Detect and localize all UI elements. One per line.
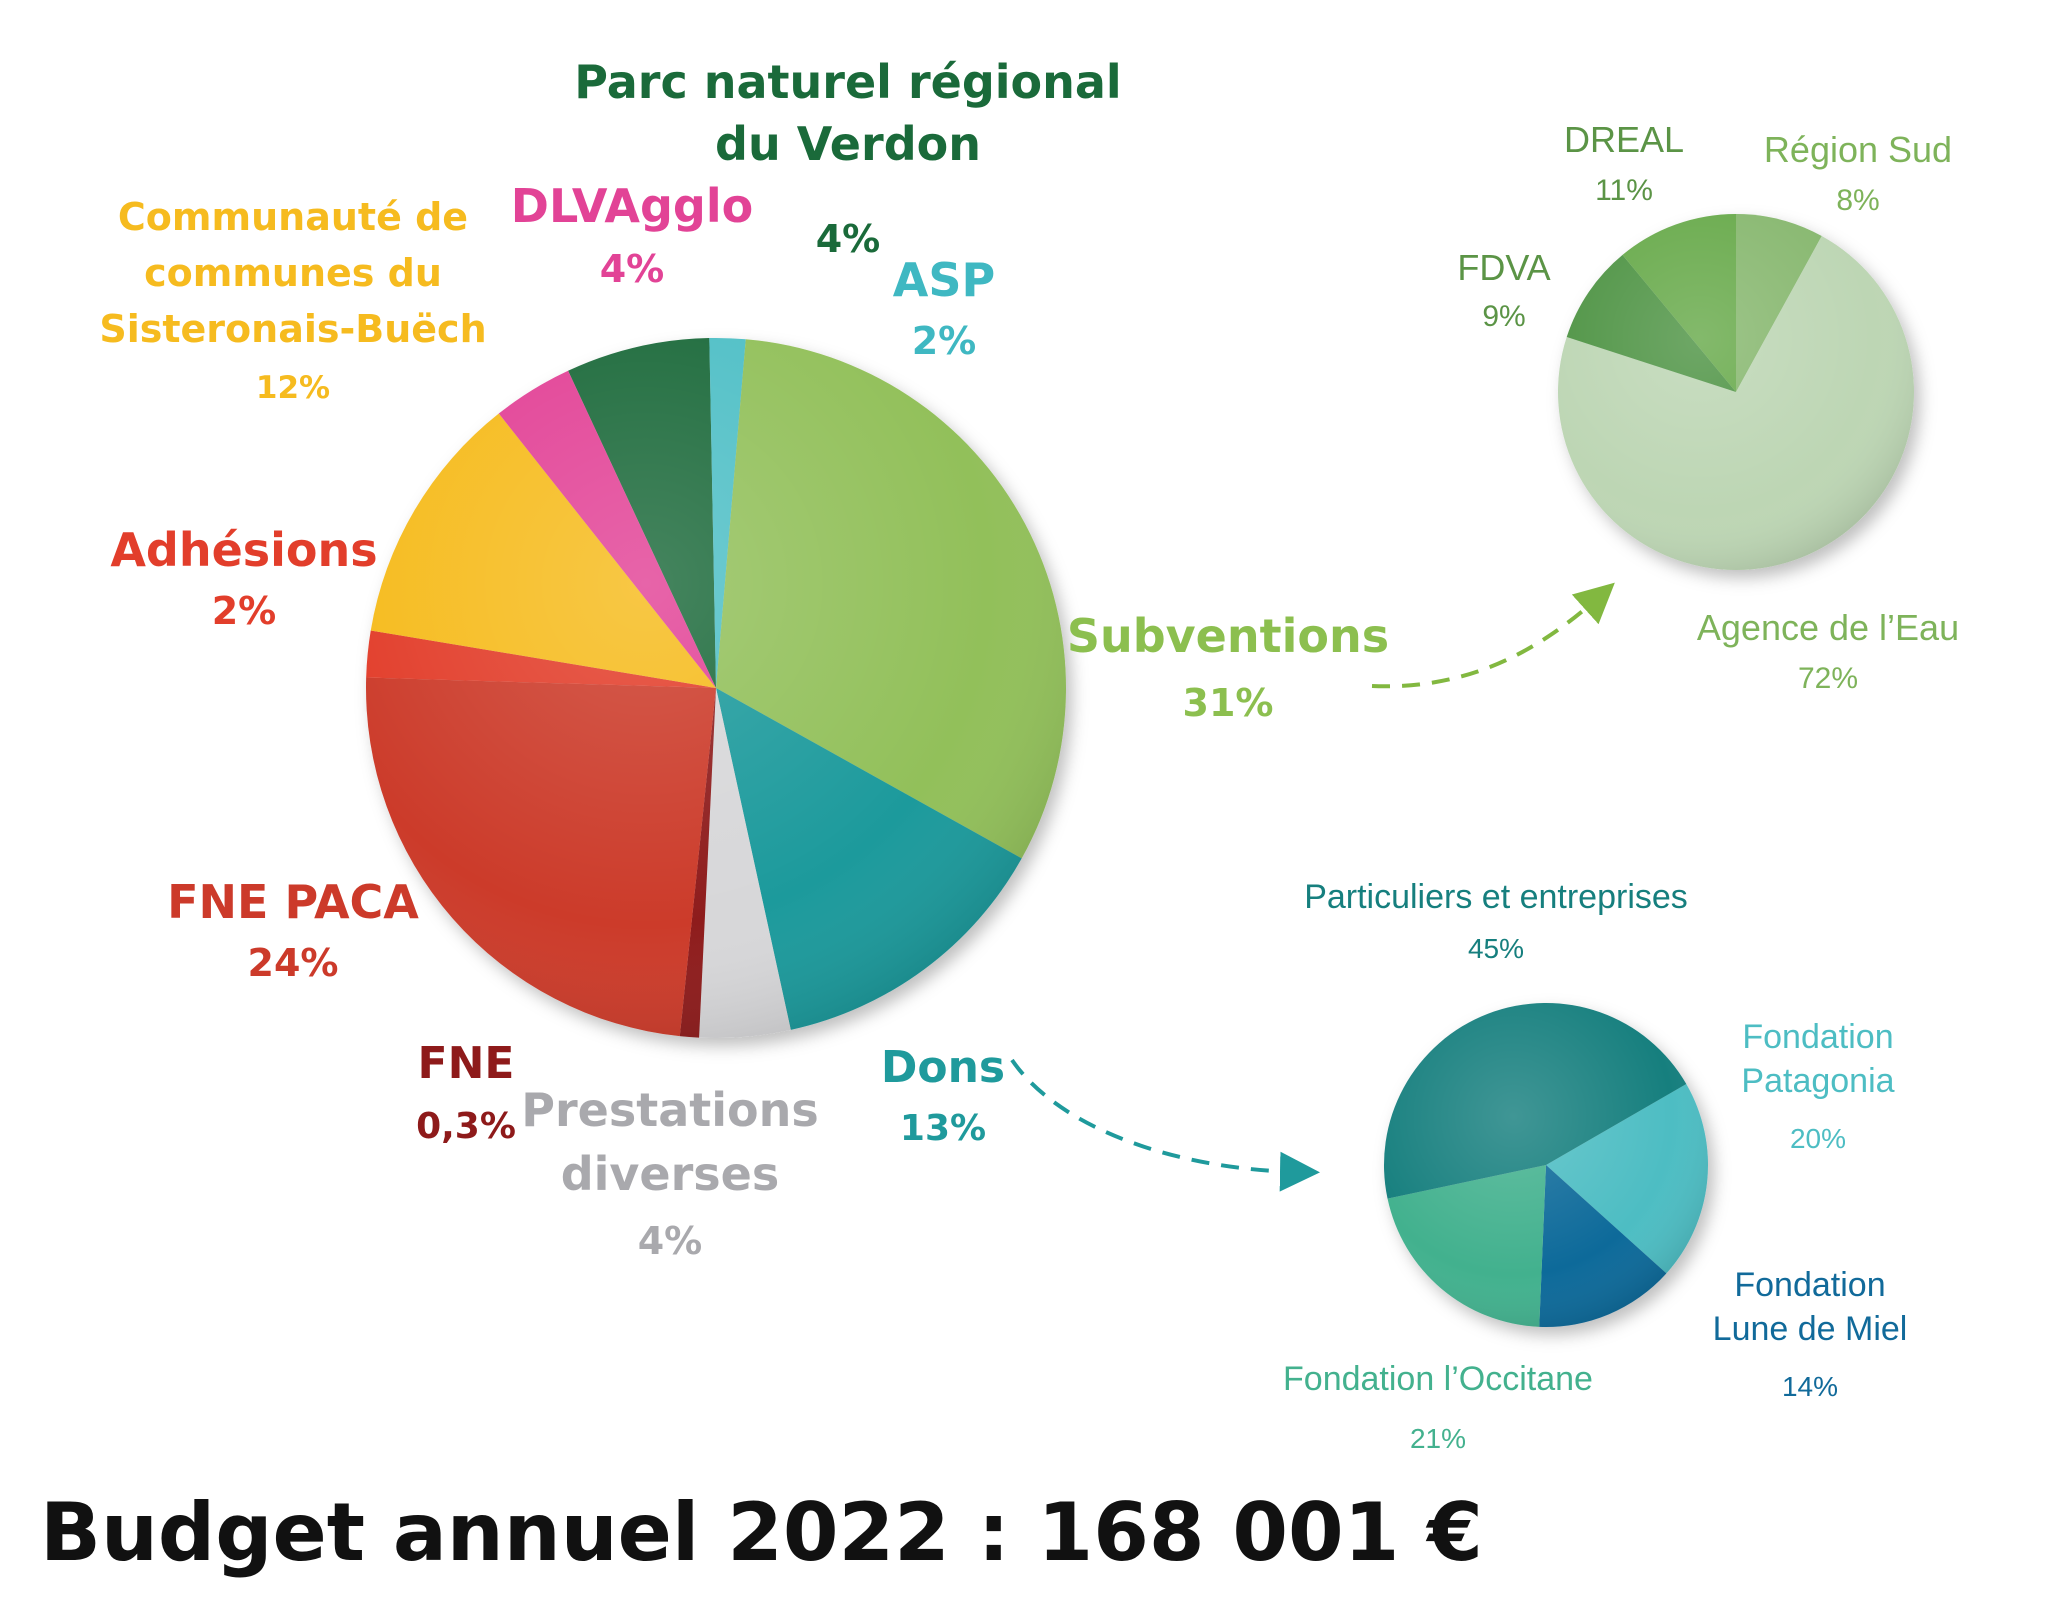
- label-fdva: FDVA 9%: [1457, 247, 1550, 333]
- label-agence-de-l-eau: Agence de l’Eau 72%: [1697, 607, 1959, 695]
- label-fne-paca: FNE PACA 24%: [167, 875, 419, 985]
- pie-shading: [366, 338, 1066, 1038]
- budget-title: Budget annuel 2022 : 168 001 €: [40, 1486, 1483, 1579]
- dons-breakdown-pie: [1383, 1002, 1709, 1328]
- label-prestations-diverses: Prestations diverses 4%: [521, 1083, 819, 1263]
- label-fondation-patagonia: Fondation Patagonia 20%: [1741, 1018, 1894, 1154]
- label-communaute-de-communes-du-sisteronais-buech: Communauté de communes du Sisteronais-Buëc…: [99, 195, 486, 406]
- main-revenue-pie: [366, 337, 1066, 1039]
- label-fne: FNE 0,3%: [416, 1038, 516, 1147]
- subventions-breakdown-pie: [1557, 214, 1914, 571]
- label-fondation-l-occitane: Fondation l’Occitane 21%: [1283, 1360, 1593, 1454]
- label-fondation-lune-de-miel: Fondation Lune de Miel 14%: [1713, 1266, 1908, 1402]
- label-asp: ASP 2%: [893, 253, 995, 363]
- label-particuliers-et-entreprises: Particuliers et entreprises 45%: [1304, 878, 1688, 964]
- label-dreal: DREAL 11%: [1564, 119, 1684, 207]
- label-region-sud: Région Sud 8%: [1764, 129, 1952, 217]
- subventions-arrow: [1371, 582, 1615, 689]
- slice-labels: Parc naturel régional du Verdon 4%ASP 2% Sub…: [99, 55, 1959, 1454]
- label-dons: Dons 13%: [881, 1042, 1005, 1149]
- pie-shading: [1558, 214, 1914, 570]
- label-adhesions: Adhésions 2%: [110, 523, 377, 633]
- label-dlvagglo: DLVAgglo 4%: [511, 179, 753, 291]
- label-subventions: Subventions 31%: [1067, 609, 1389, 725]
- label-parc-naturel-regional-du-verdon: Parc naturel régional du Verdon 4%: [574, 55, 1121, 261]
- dons-arrow: [1010, 1058, 1320, 1192]
- pie-shading: [1384, 1003, 1708, 1327]
